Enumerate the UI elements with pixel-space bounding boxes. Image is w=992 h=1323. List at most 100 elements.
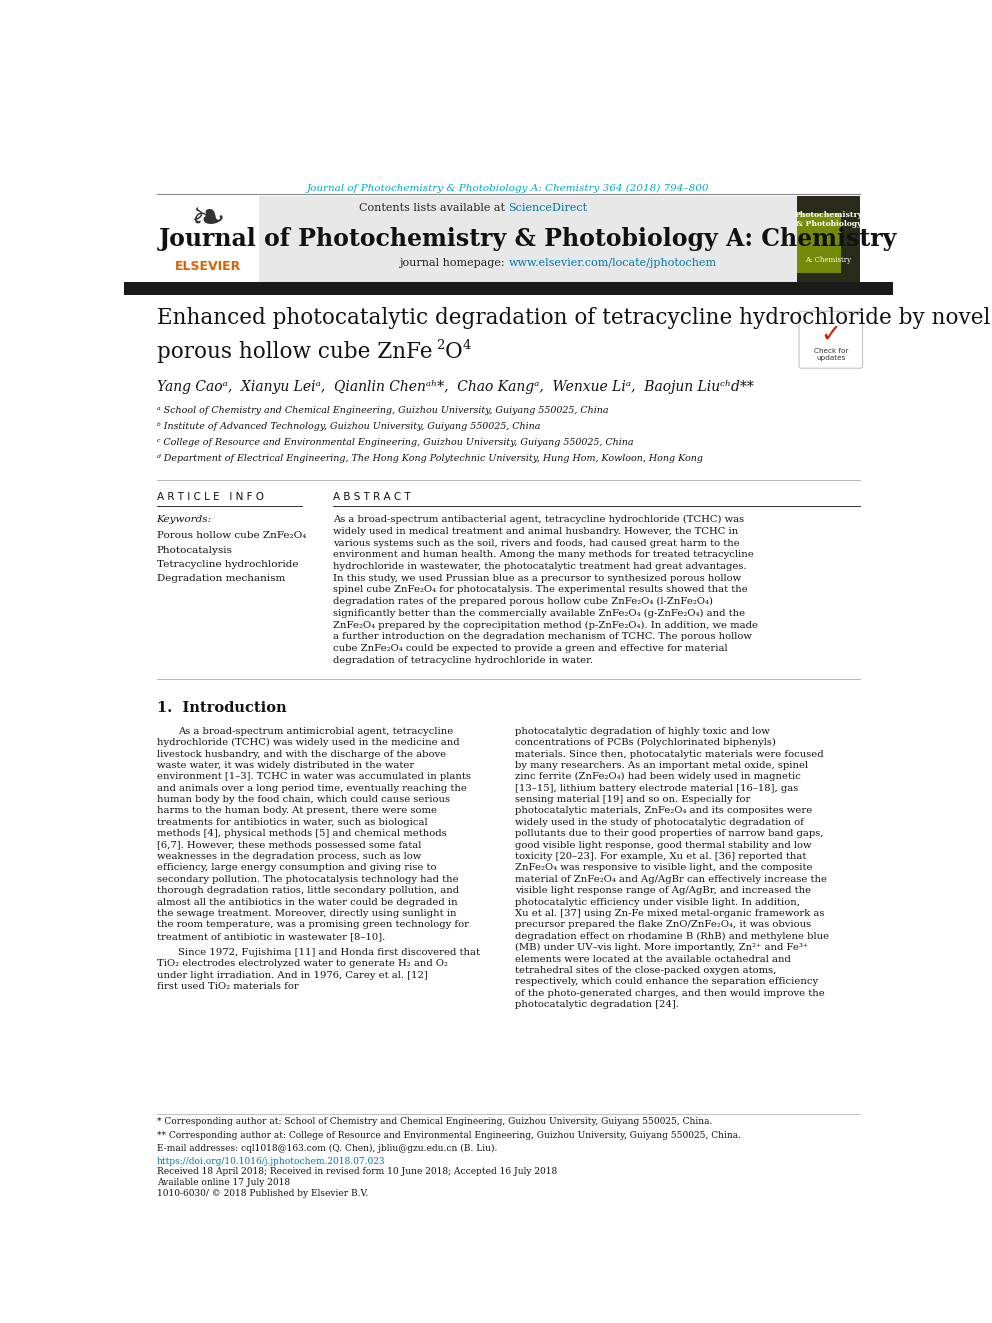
Text: ᵇ Institute of Advanced Technology, Guizhou University, Guiyang 550025, China: ᵇ Institute of Advanced Technology, Guiz… — [157, 422, 540, 431]
Text: ** Corresponding author at: College of Resource and Environmental Engineering, G: ** Corresponding author at: College of R… — [157, 1130, 741, 1139]
Text: Available online 17 July 2018: Available online 17 July 2018 — [157, 1179, 290, 1187]
Text: In this study, we used Prussian blue as a precursor to synthesized porous hollow: In this study, we used Prussian blue as … — [333, 574, 741, 583]
Text: Xu et al. [37] using Zn-Fe mixed metal-organic framework as: Xu et al. [37] using Zn-Fe mixed metal-o… — [515, 909, 824, 918]
Text: first used TiO₂ materials for: first used TiO₂ materials for — [157, 982, 299, 991]
Text: ZnFe₂O₄ prepared by the coprecipitation method (p-ZnFe₂O₄). In addition, we made: ZnFe₂O₄ prepared by the coprecipitation … — [333, 620, 758, 630]
Text: of the photo-generated charges, and then would improve the: of the photo-generated charges, and then… — [515, 988, 824, 998]
Text: photocatalytic efficiency under visible light. In addition,: photocatalytic efficiency under visible … — [515, 897, 800, 906]
FancyBboxPatch shape — [157, 196, 860, 282]
Text: 1.  Introduction: 1. Introduction — [157, 701, 286, 714]
Text: E-mail addresses: cql1018@163.com (Q. Chen), jbliu@gzu.edu.cn (B. Liu).: E-mail addresses: cql1018@163.com (Q. Ch… — [157, 1143, 497, 1152]
Text: visible light response range of Ag/AgBr, and increased the: visible light response range of Ag/AgBr,… — [515, 886, 810, 896]
Text: ZnFe₂O₄ was responsive to visible light, and the composite: ZnFe₂O₄ was responsive to visible light,… — [515, 864, 812, 872]
Text: efficiency, large energy consumption and giving rise to: efficiency, large energy consumption and… — [157, 864, 436, 872]
Text: by many researchers. As an important metal oxide, spinel: by many researchers. As an important met… — [515, 761, 807, 770]
Text: ᵈ Department of Electrical Engineering, The Hong Kong Polytechnic University, Hu: ᵈ Department of Electrical Engineering, … — [157, 454, 702, 463]
Text: https://doi.org/10.1016/j.jphotochem.2018.07.023: https://doi.org/10.1016/j.jphotochem.201… — [157, 1156, 385, 1166]
FancyBboxPatch shape — [797, 196, 860, 282]
Text: under light irradiation. And in 1976, Carey et al. [12]: under light irradiation. And in 1976, Ca… — [157, 971, 428, 979]
FancyBboxPatch shape — [157, 196, 259, 282]
Text: zinc ferrite (ZnFe₂O₄) had been widely used in magnetic: zinc ferrite (ZnFe₂O₄) had been widely u… — [515, 773, 801, 782]
Text: [6,7]. However, these methods possessed some fatal: [6,7]. However, these methods possessed … — [157, 840, 421, 849]
Text: material of ZnFe₂O₄ and Ag/AgBr can effectively increase the: material of ZnFe₂O₄ and Ag/AgBr can effe… — [515, 875, 826, 884]
Text: A: Chemistry: A: Chemistry — [806, 257, 851, 265]
Text: degradation effect on rhodamine B (RhB) and methylene blue: degradation effect on rhodamine B (RhB) … — [515, 931, 828, 941]
Text: As a broad-spectrum antimicrobial agent, tetracycline: As a broad-spectrum antimicrobial agent,… — [179, 726, 453, 736]
Text: waste water, it was widely distributed in the water: waste water, it was widely distributed i… — [157, 761, 414, 770]
Text: degradation rates of the prepared porous hollow cube ZnFe₂O₄ (l-ZnFe₂O₄): degradation rates of the prepared porous… — [333, 597, 713, 606]
Text: A R T I C L E   I N F O: A R T I C L E I N F O — [157, 492, 264, 503]
Text: materials. Since then, photocatalytic materials were focused: materials. Since then, photocatalytic ma… — [515, 750, 823, 758]
Text: Tetracycline hydrochloride: Tetracycline hydrochloride — [157, 560, 298, 569]
Text: Contents lists available at: Contents lists available at — [359, 202, 509, 213]
Text: photocatalytic degradation [24].: photocatalytic degradation [24]. — [515, 1000, 679, 1009]
Text: environment and human health. Among the many methods for treated tetracycline: environment and human health. Among the … — [333, 550, 754, 560]
Text: ✓: ✓ — [820, 323, 841, 347]
Text: Enhanced photocatalytic degradation of tetracycline hydrochloride by novel: Enhanced photocatalytic degradation of t… — [157, 307, 990, 329]
Text: porous hollow cube ZnFe: porous hollow cube ZnFe — [157, 341, 433, 364]
Text: and animals over a long period time, eventually reaching the: and animals over a long period time, eve… — [157, 783, 466, 792]
Text: sensing material [19] and so on. Especially for: sensing material [19] and so on. Especia… — [515, 795, 750, 804]
Text: concentrations of PCBs (Polychlorinated biphenyls): concentrations of PCBs (Polychlorinated … — [515, 738, 776, 747]
Text: hydrochloride in wastewater, the photocatalytic treatment had great advantages.: hydrochloride in wastewater, the photoca… — [333, 562, 747, 572]
Text: Porous hollow cube ZnFe₂O₄: Porous hollow cube ZnFe₂O₄ — [157, 532, 306, 540]
Text: photocatalytic degradation of highly toxic and low: photocatalytic degradation of highly tox… — [515, 726, 770, 736]
Text: ELSEVIER: ELSEVIER — [175, 261, 241, 273]
Text: 2: 2 — [435, 339, 444, 352]
Text: * Corresponding author at: School of Chemistry and Chemical Engineering, Guizhou: * Corresponding author at: School of Che… — [157, 1118, 712, 1126]
FancyBboxPatch shape — [799, 311, 863, 368]
FancyBboxPatch shape — [797, 213, 841, 274]
Text: widely used in medical treatment and animal husbandry. However, the TCHC in: widely used in medical treatment and ani… — [333, 527, 738, 536]
Text: ScienceDirect: ScienceDirect — [509, 202, 587, 213]
Text: pollutants due to their good properties of narrow band gaps,: pollutants due to their good properties … — [515, 830, 823, 839]
Text: precursor prepared the flake ZnO/ZnFe₂O₄, it was obvious: precursor prepared the flake ZnO/ZnFe₂O₄… — [515, 921, 810, 930]
Text: human body by the food chain, which could cause serious: human body by the food chain, which coul… — [157, 795, 449, 804]
Text: treatments for antibiotics in water, such as biological: treatments for antibiotics in water, suc… — [157, 818, 428, 827]
Text: methods [4], physical methods [5] and chemical methods: methods [4], physical methods [5] and ch… — [157, 830, 446, 839]
Text: secondary pollution. The photocatalysis technology had the: secondary pollution. The photocatalysis … — [157, 875, 458, 884]
Text: environment [1–3]. TCHC in water was accumulated in plants: environment [1–3]. TCHC in water was acc… — [157, 773, 470, 782]
Text: TiO₂ electrodes electrolyzed water to generate H₂ and O₂: TiO₂ electrodes electrolyzed water to ge… — [157, 959, 447, 968]
Text: ❧: ❧ — [190, 198, 225, 239]
Text: degradation of tetracycline hydrochloride in water.: degradation of tetracycline hydrochlorid… — [333, 656, 593, 664]
Text: ᵃ School of Chemistry and Chemical Engineering, Guizhou University, Guiyang 5500: ᵃ School of Chemistry and Chemical Engin… — [157, 406, 608, 415]
Text: Received 18 April 2018; Received in revised form 10 June 2018; Accepted 16 July : Received 18 April 2018; Received in revi… — [157, 1167, 557, 1176]
Text: Since 1972, Fujishima [11] and Honda first discovered that: Since 1972, Fujishima [11] and Honda fir… — [179, 947, 480, 957]
Text: significantly better than the commercially available ZnFe₂O₄ (g-ZnFe₂O₄) and the: significantly better than the commercial… — [333, 609, 745, 618]
Text: A B S T R A C T: A B S T R A C T — [333, 492, 411, 503]
FancyBboxPatch shape — [124, 282, 893, 295]
Text: Photocatalysis: Photocatalysis — [157, 545, 232, 554]
Text: harms to the human body. At present, there were some: harms to the human body. At present, the… — [157, 807, 436, 815]
Text: journal homepage:: journal homepage: — [399, 258, 509, 269]
Text: [13–15], lithium battery electrode material [16–18], gas: [13–15], lithium battery electrode mater… — [515, 783, 798, 792]
Text: good visible light response, good thermal stability and low: good visible light response, good therma… — [515, 840, 811, 849]
Text: thorough degradation ratios, little secondary pollution, and: thorough degradation ratios, little seco… — [157, 886, 458, 896]
Text: various systems such as the soil, rivers and foods, had caused great harm to the: various systems such as the soil, rivers… — [333, 538, 740, 548]
Text: Journal of Photochemistry & Photobiology A: Chemistry 364 (2018) 794–800: Journal of Photochemistry & Photobiology… — [308, 184, 709, 193]
Text: Check for
updates: Check for updates — [813, 348, 848, 361]
Text: (MB) under UV–vis light. More importantly, Zn²⁺ and Fe³⁺: (MB) under UV–vis light. More importantl… — [515, 943, 807, 953]
Text: almost all the antibiotics in the water could be degraded in: almost all the antibiotics in the water … — [157, 897, 457, 906]
Text: the room temperature, was a promising green technology for: the room temperature, was a promising gr… — [157, 921, 468, 930]
Text: 4: 4 — [462, 339, 470, 352]
Text: livestock husbandry, and with the discharge of the above: livestock husbandry, and with the discha… — [157, 750, 445, 758]
Text: Degradation mechanism: Degradation mechanism — [157, 574, 285, 583]
Text: toxicity [20–23]. For example, Xu et al. [36] reported that: toxicity [20–23]. For example, Xu et al.… — [515, 852, 806, 861]
Text: Keywords:: Keywords: — [157, 515, 211, 524]
Text: Yang Caoᵃ,  Xianyu Leiᵃ,  Qianlin Chenᵃʰ*,  Chao Kangᵃ,  Wenxue Liᵃ,  Baojun Liu: Yang Caoᵃ, Xianyu Leiᵃ, Qianlin Chenᵃʰ*,… — [157, 380, 754, 394]
Text: spinel cube ZnFe₂O₄ for photocatalysis. The experimental results showed that the: spinel cube ZnFe₂O₄ for photocatalysis. … — [333, 586, 748, 594]
Text: cube ZnFe₂O₄ could be expected to provide a green and effective for material: cube ZnFe₂O₄ could be expected to provid… — [333, 644, 728, 654]
Text: O: O — [444, 341, 462, 364]
Text: tetrahedral sites of the close-packed oxygen atoms,: tetrahedral sites of the close-packed ox… — [515, 966, 776, 975]
Text: a further introduction on the degradation mechanism of TCHC. The porous hollow: a further introduction on the degradatio… — [333, 632, 752, 642]
Text: www.elsevier.com/locate/jphotochem: www.elsevier.com/locate/jphotochem — [509, 258, 716, 269]
Text: the sewage treatment. Moreover, directly using sunlight in: the sewage treatment. Moreover, directly… — [157, 909, 456, 918]
Text: photocatalytic materials, ZnFe₂O₄ and its composites were: photocatalytic materials, ZnFe₂O₄ and it… — [515, 807, 811, 815]
Text: Photochemistry
& Photobiology: Photochemistry & Photobiology — [795, 212, 862, 229]
Text: Journal of Photochemistry & Photobiology A: Chemistry: Journal of Photochemistry & Photobiology… — [159, 226, 897, 250]
Text: respectively, which could enhance the separation efficiency: respectively, which could enhance the se… — [515, 978, 817, 987]
Text: widely used in the study of photocatalytic degradation of: widely used in the study of photocatalyt… — [515, 818, 804, 827]
Text: elements were located at the available octahedral and: elements were located at the available o… — [515, 955, 791, 963]
Text: treatment of antibiotic in wastewater [8–10].: treatment of antibiotic in wastewater [8… — [157, 931, 385, 941]
Text: weaknesses in the degradation process, such as low: weaknesses in the degradation process, s… — [157, 852, 421, 861]
